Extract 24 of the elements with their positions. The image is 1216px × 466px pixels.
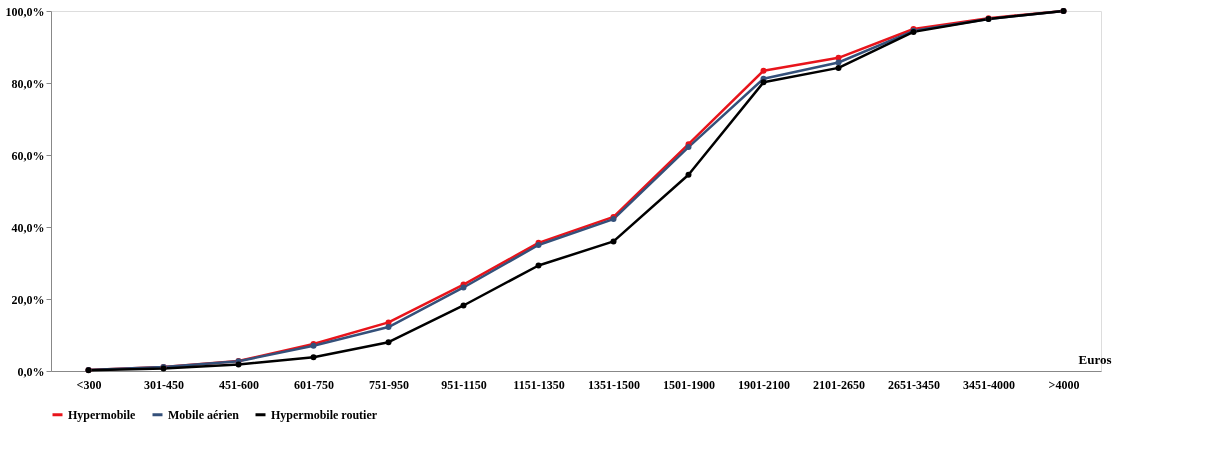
x-tick-label: 1351-1500 — [588, 377, 640, 392]
x-tick-label: 2101-2650 — [813, 377, 865, 392]
y-tick-label: 100,0% — [5, 4, 45, 19]
y-tick-label: 40,0% — [11, 220, 45, 235]
x-tick-label: 3451-4000 — [963, 377, 1015, 392]
x-tick-label: >4000 — [1048, 377, 1080, 392]
y-tick-label: 20,0% — [11, 292, 45, 307]
x-tick-label: 1501-1900 — [663, 377, 715, 392]
x-axis-title: Euros — [1078, 351, 1112, 367]
x-tick-label: 1151-1350 — [513, 377, 565, 392]
x-tick-label: 301-450 — [144, 377, 184, 392]
y-tick-label: 60,0% — [11, 148, 45, 163]
y-tick-label: 80,0% — [11, 76, 45, 91]
legend-label: Hypermobile — [68, 407, 136, 422]
x-tick-label: 2651-3450 — [888, 377, 940, 392]
x-tick-label: 951-1150 — [441, 377, 487, 392]
x-tick-label: 751-950 — [369, 377, 409, 392]
legend-label: Mobile aérien — [168, 407, 240, 422]
x-tick-label: <300 — [76, 377, 102, 392]
legend-label: Hypermobile routier — [271, 407, 378, 422]
x-tick-label: 1901-2100 — [738, 377, 790, 392]
y-tick-label: 0,0% — [17, 364, 45, 379]
x-tick-label: 601-750 — [294, 377, 334, 392]
x-tick-label: 451-600 — [219, 377, 259, 392]
